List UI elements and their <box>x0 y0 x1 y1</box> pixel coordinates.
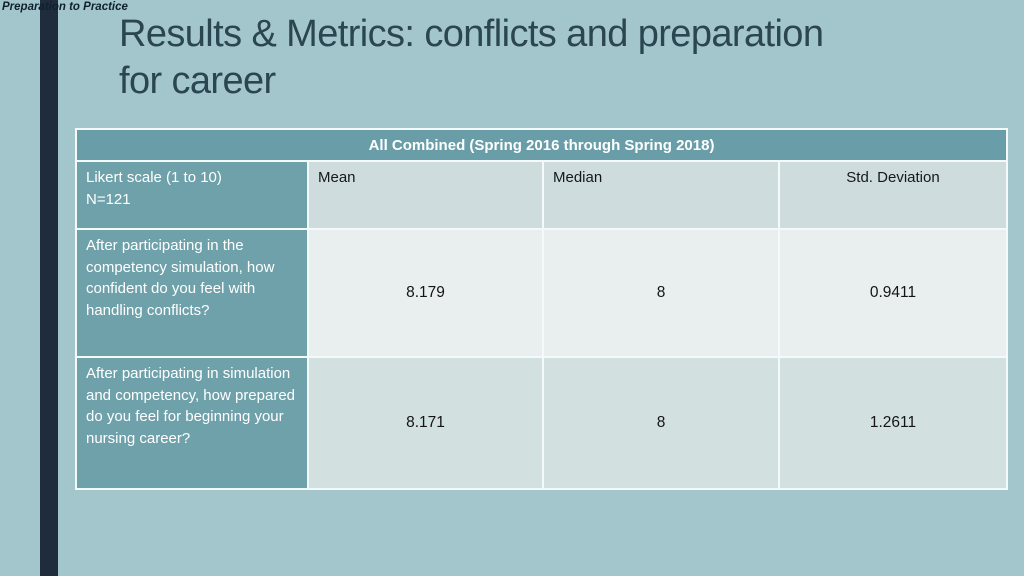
column-header-median: Median <box>544 162 778 228</box>
results-table: All Combined (Spring 2016 through Spring… <box>75 128 1008 490</box>
left-accent-bar <box>40 0 58 576</box>
table-banner: All Combined (Spring 2016 through Spring… <box>77 130 1006 160</box>
sample-size-label: N=121 <box>86 190 131 208</box>
mean-value-career: 8.171 <box>309 358 542 488</box>
question-cell-career: After participating in simulation and co… <box>77 358 307 488</box>
mean-value-conflicts: 8.179 <box>309 230 542 356</box>
median-value-conflicts: 8 <box>544 230 778 356</box>
std-dev-value-career: 1.2611 <box>780 358 1006 488</box>
slide-title: Results & Metrics: conflicts and prepara… <box>119 11 824 105</box>
likert-scale-label: Likert scale (1 to 10) <box>86 169 222 186</box>
slide-header-note: Preparation to Practice <box>2 1 128 13</box>
question-cell-conflicts: After participating in the competency si… <box>77 230 307 356</box>
column-header-std-deviation: Std. Deviation <box>780 162 1006 228</box>
column-header-mean: Mean <box>309 162 542 228</box>
std-dev-value-conflicts: 0.9411 <box>780 230 1006 356</box>
slide-title-line2: for career <box>119 60 276 102</box>
median-value-career: 8 <box>544 358 778 488</box>
table-row-header-cell: Likert scale (1 to 10) N=121 <box>77 162 307 228</box>
slide-title-line1: Results & Metrics: conflicts and prepara… <box>119 13 824 55</box>
